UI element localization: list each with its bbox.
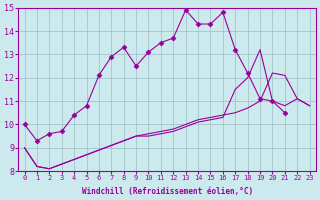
X-axis label: Windchill (Refroidissement éolien,°C): Windchill (Refroidissement éolien,°C) (82, 187, 253, 196)
